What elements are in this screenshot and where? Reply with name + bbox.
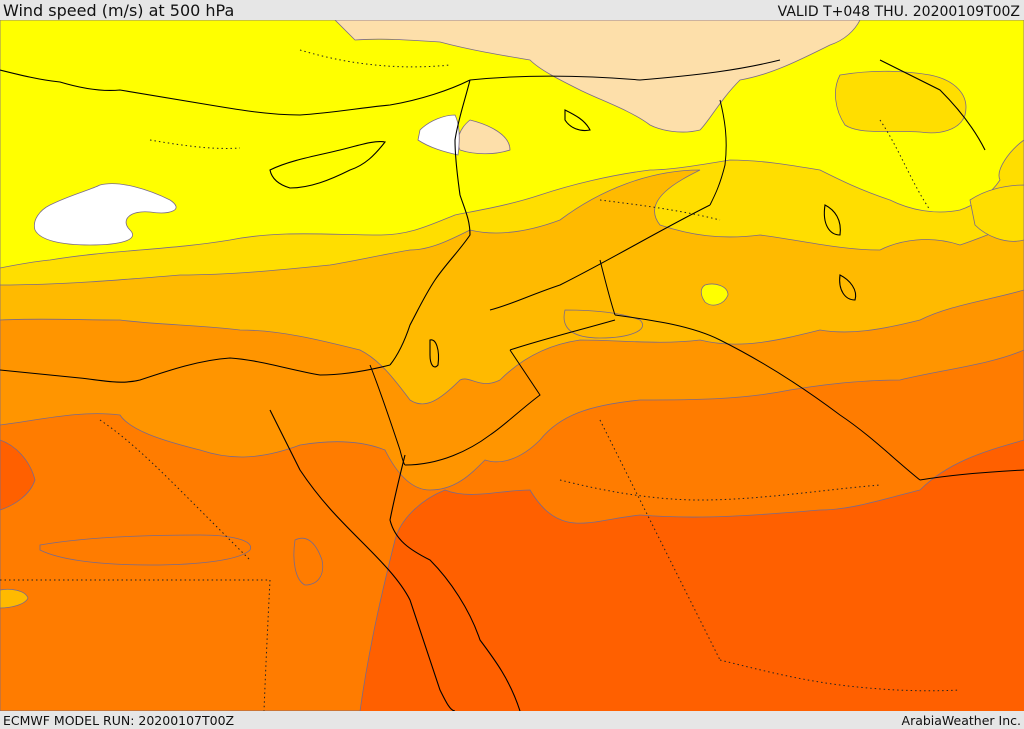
model-run: ECMWF MODEL RUN: 20200107T00Z <box>3 713 235 728</box>
province-borders <box>0 49 961 711</box>
band-white-east <box>417 114 460 156</box>
map-footer: ECMWF MODEL RUN: 20200107T00Z ArabiaWeat… <box>0 711 1024 729</box>
band-gold-island <box>700 283 729 306</box>
map-header: Wind speed (m/s) at 500 hPa VALID T+048 … <box>0 0 1024 20</box>
wind-speed-map <box>0 20 1024 711</box>
map-title: Wind speed (m/s) at 500 hPa <box>3 1 235 20</box>
borders <box>369 59 1024 481</box>
band-red-orange-patch-w <box>0 439 36 511</box>
band-gold-patch-ne <box>835 70 967 134</box>
band-dark-orange-strip <box>39 534 251 566</box>
band-yellow <box>0 20 1024 269</box>
credit: ArabiaWeather Inc. <box>901 713 1021 728</box>
band-amber-island <box>563 309 643 339</box>
coastlines <box>0 59 986 711</box>
band-white-west <box>33 183 177 246</box>
band-pale-peach <box>334 20 861 133</box>
valid-time: VALID T+048 THU. 20200109T00Z <box>777 4 1020 20</box>
band-dark-orange-patch <box>293 537 324 586</box>
band-gold-patch-e <box>969 184 1024 242</box>
band-amber-patch <box>0 588 29 609</box>
